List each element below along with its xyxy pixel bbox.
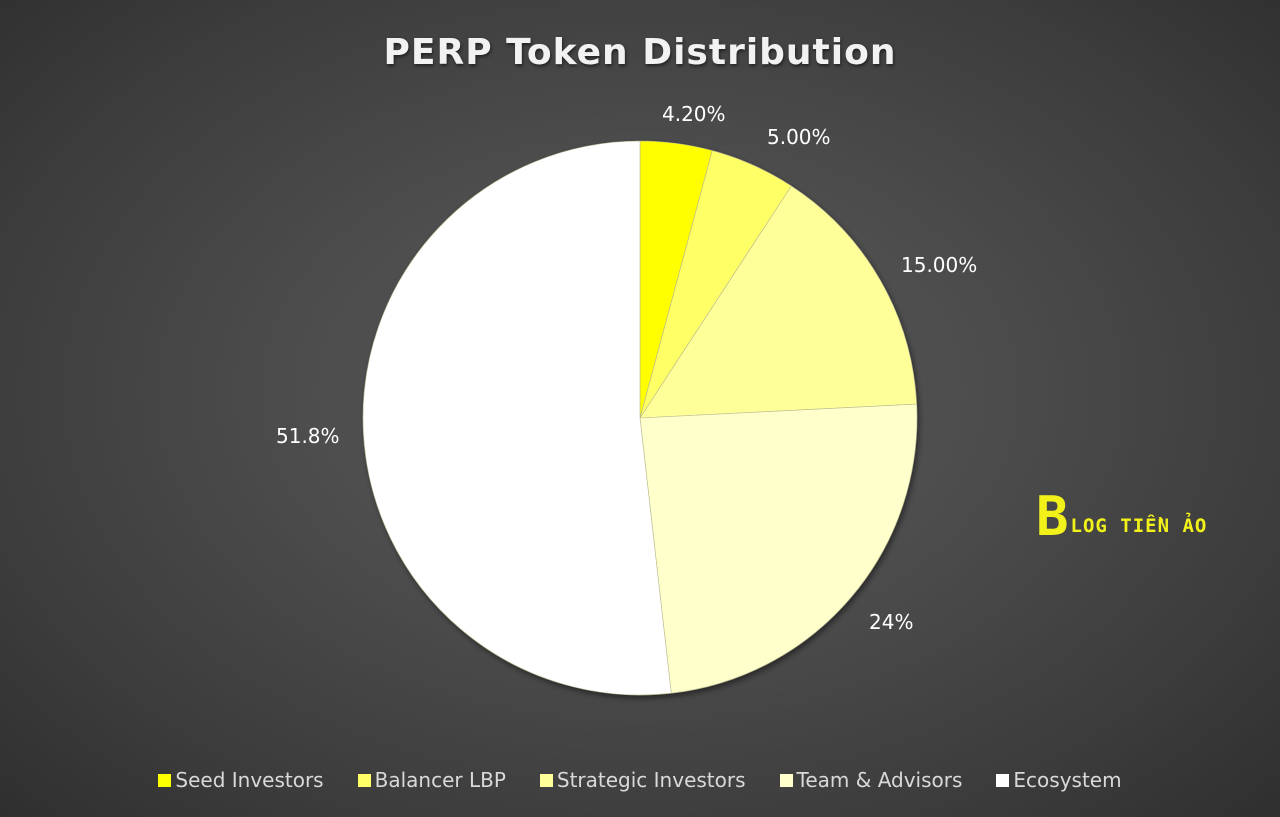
legend-swatch	[357, 773, 371, 787]
pie-slice-team-advisors	[639, 403, 918, 694]
legend-swatch	[996, 773, 1010, 787]
legend-item-strategic-investors: Strategic Investors	[539, 768, 746, 792]
pie-slice-strategic-investors	[639, 185, 917, 419]
legend-label: Balancer LBP	[374, 768, 506, 792]
blog-watermark-logo: B LOG TIỀN ẢO	[1036, 490, 1207, 544]
pie-slice-ecosystem	[362, 140, 672, 696]
legend-label: Ecosystem	[1013, 768, 1122, 792]
legend-item-seed-investors: Seed Investors	[158, 768, 324, 792]
chart-title: PERP Token Distribution	[383, 32, 897, 73]
legend-swatch	[158, 773, 172, 787]
legend-swatch	[779, 773, 793, 787]
legend-label: Team & Advisors	[796, 768, 963, 792]
chart-legend: Seed Investors Balancer LBP Strategic In…	[0, 768, 1280, 792]
data-label-ecosystem: 51.8%	[276, 424, 340, 448]
legend-item-team-advisors: Team & Advisors	[779, 768, 963, 792]
data-label-balancer-lbp: 5.00%	[767, 125, 831, 149]
data-label-seed-investors: 4.20%	[662, 102, 726, 126]
legend-label: Seed Investors	[175, 768, 324, 792]
legend-item-balancer-lbp: Balancer LBP	[357, 768, 506, 792]
legend-swatch	[539, 773, 553, 787]
watermark-text: LOG TIỀN ẢO	[1070, 515, 1208, 537]
data-label-team-advisors: 24%	[869, 610, 914, 634]
legend-label: Strategic Investors	[556, 768, 746, 792]
legend-item-ecosystem: Ecosystem	[996, 768, 1122, 792]
bitcoin-b-icon: B	[1036, 485, 1069, 548]
data-label-strategic-investors: 15.00%	[901, 253, 978, 277]
